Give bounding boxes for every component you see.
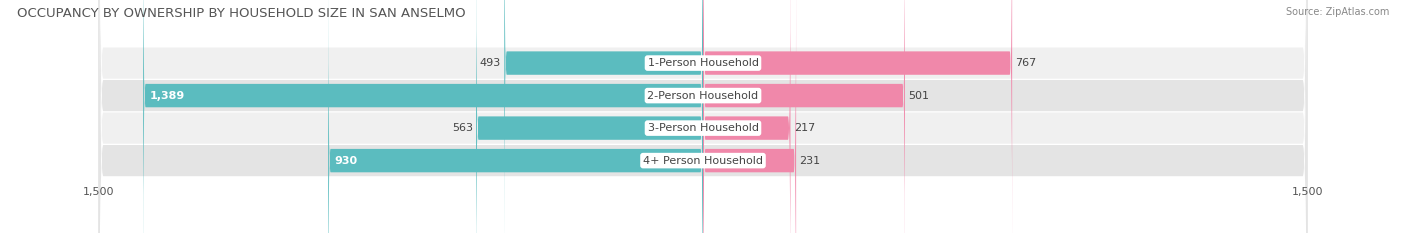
Text: 767: 767 xyxy=(1015,58,1036,68)
FancyBboxPatch shape xyxy=(477,0,703,233)
FancyBboxPatch shape xyxy=(98,0,1308,233)
Text: 1,389: 1,389 xyxy=(149,91,184,101)
FancyBboxPatch shape xyxy=(98,0,1308,233)
FancyBboxPatch shape xyxy=(328,0,703,233)
Text: 493: 493 xyxy=(479,58,501,68)
Text: 3-Person Household: 3-Person Household xyxy=(648,123,758,133)
Text: Source: ZipAtlas.com: Source: ZipAtlas.com xyxy=(1285,7,1389,17)
Text: 930: 930 xyxy=(335,156,357,166)
Text: 563: 563 xyxy=(451,123,472,133)
Text: 217: 217 xyxy=(793,123,815,133)
Text: 501: 501 xyxy=(908,91,929,101)
Text: 4+ Person Household: 4+ Person Household xyxy=(643,156,763,166)
FancyBboxPatch shape xyxy=(98,0,1308,233)
FancyBboxPatch shape xyxy=(703,0,905,233)
FancyBboxPatch shape xyxy=(703,0,1012,233)
FancyBboxPatch shape xyxy=(98,0,1308,233)
Text: 1-Person Household: 1-Person Household xyxy=(648,58,758,68)
Text: OCCUPANCY BY OWNERSHIP BY HOUSEHOLD SIZE IN SAN ANSELMO: OCCUPANCY BY OWNERSHIP BY HOUSEHOLD SIZE… xyxy=(17,7,465,20)
FancyBboxPatch shape xyxy=(703,0,796,233)
Text: 2-Person Household: 2-Person Household xyxy=(647,91,759,101)
FancyBboxPatch shape xyxy=(703,0,790,233)
FancyBboxPatch shape xyxy=(505,0,703,233)
FancyBboxPatch shape xyxy=(143,0,703,233)
Text: 231: 231 xyxy=(800,156,821,166)
